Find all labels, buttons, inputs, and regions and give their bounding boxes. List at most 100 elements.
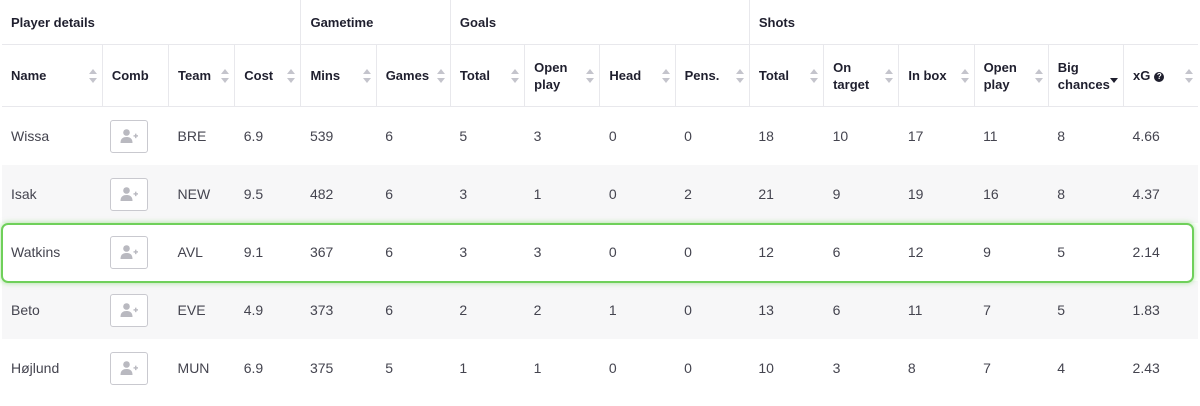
col-header-name[interactable]: Name bbox=[2, 44, 103, 107]
col-header-text: Name bbox=[11, 68, 47, 83]
group-goals: Goals bbox=[450, 0, 750, 45]
col-header-big-chances[interactable]: Big chances bbox=[1048, 44, 1125, 107]
col-header-goals-total[interactable]: Total bbox=[450, 44, 526, 107]
cell-goals-total: 2 bbox=[450, 281, 525, 339]
cell-goals-head: 0 bbox=[608, 360, 617, 376]
sort-icon[interactable] bbox=[362, 68, 371, 83]
cell-shots-in-box: 19 bbox=[898, 165, 975, 223]
cell-goals-head: 0 bbox=[608, 128, 617, 144]
cell-cost: 9.5 bbox=[234, 165, 301, 223]
add-to-comparison-button[interactable] bbox=[110, 119, 149, 153]
sort-down-arrow-icon bbox=[511, 77, 520, 83]
sort-up-arrow-icon bbox=[1110, 69, 1118, 74]
col-header-label: Name bbox=[2, 67, 102, 84]
col-header-label: Team bbox=[169, 67, 234, 84]
add-to-comparison-button[interactable] bbox=[110, 235, 149, 269]
sort-icon[interactable] bbox=[960, 68, 969, 83]
sort-icon[interactable] bbox=[1034, 68, 1043, 83]
cell-goals-total: 5 bbox=[459, 128, 468, 144]
col-header-xg[interactable]: xG? bbox=[1123, 44, 1198, 107]
sort-icon[interactable] bbox=[735, 68, 744, 83]
col-header-games[interactable]: Games bbox=[376, 44, 451, 107]
col-header-text: Games bbox=[385, 68, 430, 83]
sort-desc-icon[interactable] bbox=[1110, 69, 1119, 83]
sort-icon[interactable] bbox=[885, 68, 894, 83]
cell-games: 6 bbox=[385, 244, 393, 260]
col-header-label: On target bbox=[824, 59, 898, 93]
cell-goals-open-play: 1 bbox=[524, 165, 600, 223]
sort-down-arrow-icon bbox=[88, 77, 97, 83]
sort-down-arrow-icon bbox=[287, 77, 296, 83]
sort-icon[interactable] bbox=[1185, 68, 1193, 83]
cell-shots-on-target: 6 bbox=[832, 244, 841, 260]
table-row-highlighted: Watkins AVL 9.1 367 6 3 3 0 0 12 6 12 9 5 2.14 bbox=[2, 223, 1198, 281]
col-header-shots-in-box[interactable]: In box bbox=[898, 44, 975, 107]
cell-team: EVE bbox=[168, 281, 235, 339]
sort-up-arrow-icon bbox=[586, 68, 595, 74]
cell-goals-total: 3 bbox=[450, 165, 525, 223]
sort-down-arrow-icon bbox=[810, 77, 819, 83]
cell-shots-open-play: 16 bbox=[974, 165, 1049, 223]
add-user-icon bbox=[120, 129, 139, 143]
add-to-comparison-button[interactable] bbox=[110, 351, 149, 385]
sort-icon[interactable] bbox=[287, 68, 296, 83]
cell-xg: 1.83 bbox=[1123, 281, 1198, 339]
col-header-goals-open-play[interactable]: Open play bbox=[524, 44, 601, 107]
sort-down-arrow-icon bbox=[885, 77, 894, 83]
cell-games: 5 bbox=[385, 360, 393, 376]
sort-down-arrow-icon bbox=[586, 77, 595, 83]
sort-icon[interactable] bbox=[221, 68, 230, 83]
sort-icon[interactable] bbox=[436, 68, 445, 83]
help-icon[interactable]: ? bbox=[1154, 71, 1165, 82]
col-header-team[interactable]: Team bbox=[168, 44, 236, 107]
col-header-shots-on-target[interactable]: On target bbox=[823, 44, 900, 107]
sort-icon[interactable] bbox=[586, 68, 595, 83]
cell-mins: 375 bbox=[309, 360, 334, 376]
cell-goals-pens: 2 bbox=[675, 165, 750, 223]
col-header-text: Cost bbox=[244, 68, 274, 83]
cell-shots-on-target: 3 bbox=[832, 360, 841, 376]
sort-up-arrow-icon bbox=[960, 68, 969, 74]
sort-icon[interactable] bbox=[661, 68, 670, 83]
col-header-mins[interactable]: Mins bbox=[300, 44, 377, 107]
cell-shots-total: 13 bbox=[749, 281, 824, 339]
col-header-shots-total[interactable]: Total bbox=[749, 44, 825, 107]
sort-icon[interactable] bbox=[810, 68, 819, 83]
cell-name: Wissa bbox=[11, 128, 50, 144]
cell-comb bbox=[102, 223, 168, 281]
col-header-text: Comb bbox=[111, 68, 149, 83]
player-stats-table: Player details Gametime Goals Shots Name… bbox=[2, 0, 1198, 397]
add-user-icon bbox=[120, 245, 139, 259]
add-to-comparison-button[interactable] bbox=[110, 177, 149, 211]
cell-team: MUN bbox=[177, 360, 210, 376]
sort-down-arrow-icon bbox=[436, 77, 445, 83]
add-to-comparison-button[interactable] bbox=[110, 293, 149, 327]
col-header-shots-open-play[interactable]: Open play bbox=[974, 44, 1049, 107]
cell-big-chances: 4 bbox=[1057, 360, 1066, 376]
cell-mins: 539 bbox=[309, 128, 334, 144]
sort-down-arrow-icon bbox=[661, 77, 670, 83]
sort-up-arrow-icon bbox=[436, 68, 445, 74]
cell-mins: 373 bbox=[300, 281, 377, 339]
table-row: Isak NEW 9.5 482 6 3 1 0 2 21 9 19 16 8 4.37 bbox=[2, 165, 1198, 223]
add-user-icon bbox=[120, 187, 139, 201]
cell-xg: 2.14 bbox=[1132, 244, 1160, 260]
cell-big-chances: 5 bbox=[1057, 244, 1066, 260]
col-header-label: Total bbox=[750, 67, 823, 84]
sort-down-arrow-icon bbox=[221, 77, 230, 83]
sort-up-arrow-icon bbox=[735, 68, 744, 74]
sort-down-arrow-icon bbox=[1034, 77, 1043, 83]
sort-icon[interactable] bbox=[88, 68, 97, 83]
cell-goals-open-play: 1 bbox=[533, 360, 542, 376]
cell-mins: 367 bbox=[309, 244, 334, 260]
col-header-goals-head[interactable]: Head bbox=[599, 44, 676, 107]
col-header-text: Total bbox=[459, 68, 491, 83]
sort-down-arrow-icon bbox=[1185, 77, 1193, 83]
sort-icon[interactable] bbox=[511, 68, 520, 83]
cell-goals-pens: 0 bbox=[675, 281, 750, 339]
cell-shots-open-play: 9 bbox=[983, 244, 991, 260]
col-header-goals-pens[interactable]: Pens. bbox=[675, 44, 750, 107]
column-header-row: Name Comb Team Cost Mins Games Total Open play H… bbox=[2, 44, 1198, 107]
col-header-cost[interactable]: Cost bbox=[234, 44, 302, 107]
group-player-details: Player details bbox=[2, 0, 302, 45]
